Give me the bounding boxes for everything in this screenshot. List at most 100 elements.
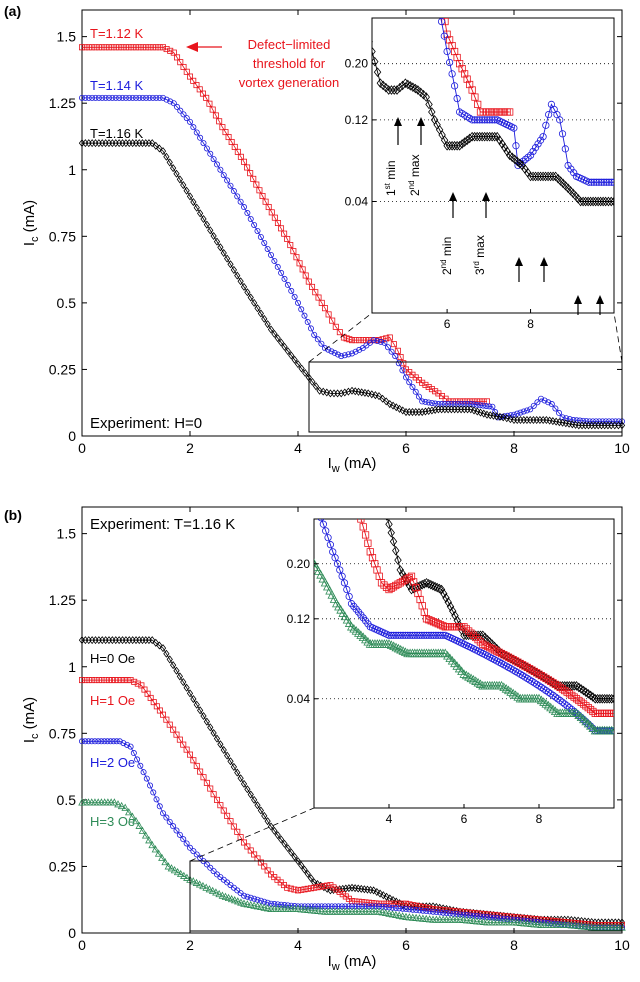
data-point: [240, 282, 248, 291]
data-point: [353, 410, 359, 418]
data-point: [433, 909, 440, 916]
data-point: [467, 405, 474, 414]
data-point: [330, 419, 336, 425]
data-point: [360, 433, 366, 441]
data-point: [263, 904, 272, 912]
data-point: [472, 633, 480, 642]
data-point: [203, 220, 210, 229]
data-point: [389, 0, 395, 5]
data-point: [274, 219, 281, 226]
data-point: [429, 631, 438, 639]
data-point: [104, 738, 111, 745]
data-point: [387, 85, 396, 95]
data-point: [556, 116, 564, 124]
data-point: [586, 690, 595, 701]
data-point: [156, 641, 163, 650]
data-point: [396, 565, 404, 575]
data-point: [261, 863, 268, 870]
data-point: [278, 901, 285, 908]
data-point: [459, 669, 469, 678]
data-point: [314, 884, 321, 891]
data-point: [85, 738, 92, 745]
inset-y-tick-label: 0.20: [287, 557, 311, 571]
data-point: [109, 677, 116, 684]
data-point: [146, 44, 153, 51]
data-point: [129, 44, 136, 51]
data-point: [470, 131, 479, 142]
data-point: [351, 402, 357, 410]
data-point: [240, 839, 247, 846]
data-point: [427, 579, 435, 590]
data-point: [95, 94, 102, 101]
data-point: [102, 94, 109, 101]
data-point: [519, 157, 527, 165]
data-point: [224, 893, 233, 902]
data-point: [281, 839, 288, 848]
data-point: [284, 281, 291, 288]
data-point: [407, 584, 416, 595]
data-point: [471, 116, 479, 124]
data-point: [374, 338, 381, 345]
inset-label-3rd-max: 3rd max: [472, 235, 487, 275]
data-point: [376, 488, 382, 496]
data-point: [589, 692, 597, 702]
inset-series-group: [372, 0, 614, 207]
data-point: [118, 677, 125, 684]
data-point: [153, 44, 160, 51]
data-point: [582, 687, 590, 697]
data-point: [477, 402, 484, 409]
data-point: [271, 214, 278, 221]
data-point: [483, 131, 491, 142]
data-point: [274, 831, 281, 840]
data-point: [534, 693, 544, 703]
threshold-text-3: vortex generation: [239, 75, 339, 90]
data-point: [413, 631, 421, 639]
data-point: [331, 554, 339, 562]
data-point: [351, 493, 357, 499]
data-point: [487, 914, 494, 921]
data-point: [85, 94, 92, 101]
data-point: [141, 686, 148, 693]
y-tick-label: 1.25: [49, 592, 76, 608]
data-point: [359, 337, 366, 344]
data-point: [422, 92, 430, 102]
data-point: [433, 582, 441, 593]
data-point: [352, 337, 359, 344]
data-point: [361, 531, 370, 539]
data-point: [294, 887, 301, 894]
data-point: [534, 140, 542, 148]
data-point: [404, 631, 412, 639]
data-point: [257, 233, 264, 240]
data-point: [366, 337, 373, 344]
data-point: [95, 44, 102, 51]
data-point: [541, 171, 550, 182]
inset-y-tick-label: 0.04: [345, 195, 369, 209]
data-point: [150, 789, 157, 796]
data-point: [334, 434, 340, 440]
data-point: [392, 631, 400, 639]
data-point: [530, 402, 537, 409]
data-point: [558, 698, 567, 706]
data-point: [156, 94, 163, 101]
data-point: [558, 130, 567, 138]
data-point: [323, 317, 329, 325]
data-point: [243, 900, 252, 908]
data-point: [296, 260, 303, 267]
data-point: [486, 644, 494, 652]
data-point: [356, 337, 363, 344]
data-point: [315, 508, 321, 514]
data-point: [345, 592, 353, 601]
data-point: [99, 44, 106, 51]
data-point: [124, 677, 131, 684]
data-point: [531, 144, 540, 152]
data-point: [488, 645, 496, 653]
data-point: [244, 893, 251, 900]
data-point: [480, 131, 489, 142]
data-point: [392, 910, 400, 919]
data-point: [327, 410, 333, 416]
data-point: [197, 706, 204, 715]
data-point: [389, 401, 397, 410]
data-point: [446, 58, 454, 67]
data-point: [122, 94, 129, 101]
data-point: [225, 134, 232, 141]
